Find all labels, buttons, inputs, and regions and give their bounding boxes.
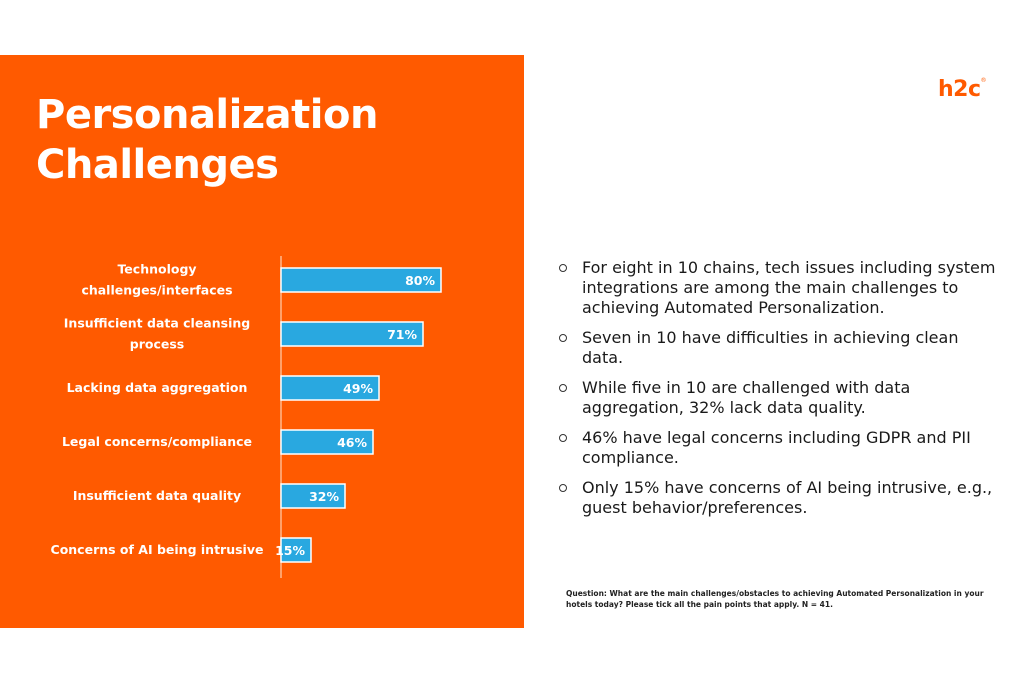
logo-mark: ® <box>980 77 987 84</box>
finding-text: 46% have legal concerns including GDPR a… <box>582 428 971 467</box>
survey-footnote: Question: What are the main challenges/o… <box>566 589 984 609</box>
bullet-circle-icon <box>559 264 567 272</box>
bar <box>280 267 442 293</box>
bar <box>280 375 380 401</box>
title-line-2: Challenges <box>36 142 279 188</box>
bar <box>280 429 374 455</box>
category-label: Lacking data aggregation <box>67 380 248 395</box>
finding-text: For eight in 10 chains, tech issues incl… <box>582 258 996 317</box>
bullet-circle-icon <box>559 434 567 442</box>
logo-text: h2c <box>938 77 981 102</box>
bar-value-label: 49% <box>343 381 373 396</box>
bullet-circle-icon <box>559 384 567 392</box>
bar-value-label: 46% <box>337 435 367 450</box>
finding-item: Only 15% have concerns of AI being intru… <box>558 478 998 518</box>
bar-value-label: 15% <box>275 543 305 558</box>
bar-value-label: 32% <box>309 489 339 504</box>
finding-text: Only 15% have concerns of AI being intru… <box>582 478 993 517</box>
h2c-logo: h2c® <box>938 77 986 102</box>
finding-item: Seven in 10 have difficulties in achievi… <box>558 328 998 368</box>
bar-value-label: 71% <box>387 327 417 342</box>
bar <box>280 537 312 563</box>
finding-item: For eight in 10 chains, tech issues incl… <box>558 258 998 318</box>
bullet-circle-icon <box>559 334 567 342</box>
orange-panel <box>0 55 524 628</box>
finding-text: While five in 10 are challenged with dat… <box>582 378 911 417</box>
findings-list: For eight in 10 chains, tech issues incl… <box>558 258 998 528</box>
bar-value-label: 80% <box>405 273 435 288</box>
category-label: Insufficient data quality <box>73 488 241 503</box>
page-title: Personalization Challenges <box>36 90 378 190</box>
title-line-1: Personalization <box>36 92 378 138</box>
finding-item: While five in 10 are challenged with dat… <box>558 378 998 418</box>
bullet-circle-icon <box>559 484 567 492</box>
bar-chart: 80% Technology challenges/interfaces 71% Ins… <box>51 256 442 578</box>
bar <box>280 321 424 347</box>
category-label: Technology challenges/interfaces <box>81 262 232 298</box>
bar <box>280 483 346 509</box>
category-label: Concerns of AI being intrusive <box>51 542 264 557</box>
finding-item: 46% have legal concerns including GDPR a… <box>558 428 998 468</box>
category-label: Insufficient data cleansing process <box>64 316 250 352</box>
finding-text: Seven in 10 have difficulties in achievi… <box>582 328 959 367</box>
category-label: Legal concerns/compliance <box>62 434 252 449</box>
